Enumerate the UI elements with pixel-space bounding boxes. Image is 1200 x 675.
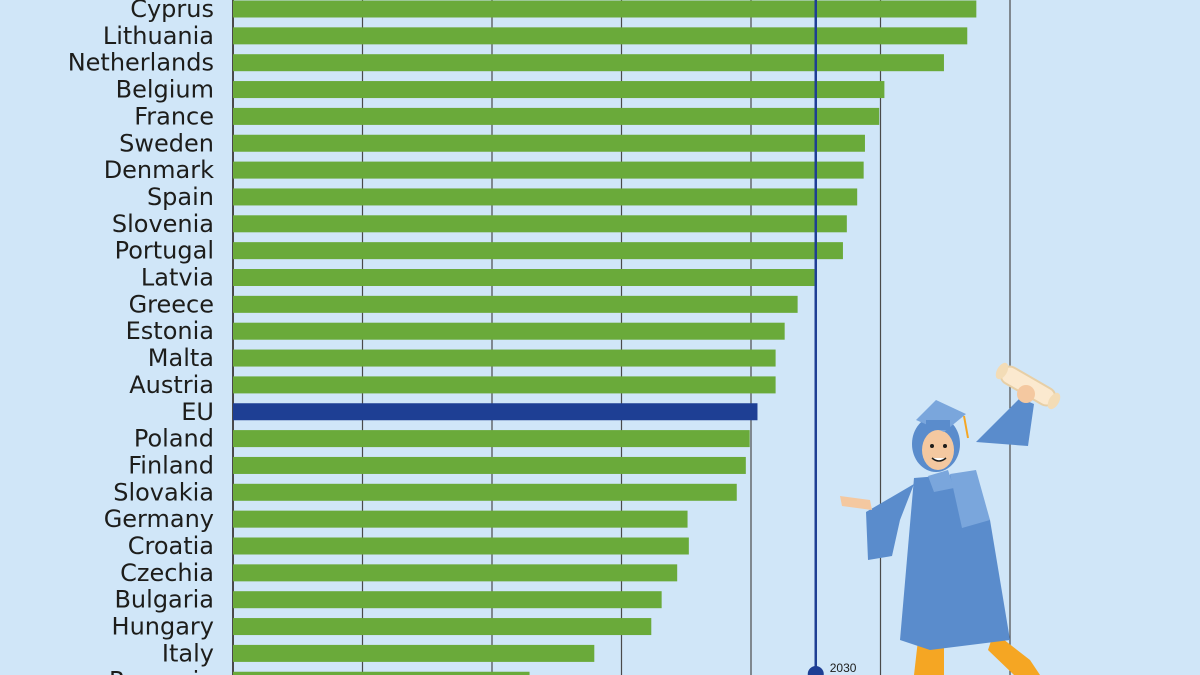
category-label: EU <box>181 398 214 426</box>
raised-arm <box>976 398 1034 446</box>
bar <box>233 269 815 286</box>
target-dot <box>807 666 824 675</box>
category-labels: CyprusLithuaniaNetherlandsBelgiumFranceS… <box>68 0 214 675</box>
bar <box>233 161 864 179</box>
bar <box>233 564 678 582</box>
category-label: Lithuania <box>103 22 214 50</box>
bar <box>233 27 968 45</box>
category-label: Cyprus <box>130 0 214 23</box>
category-label: Portugal <box>115 237 214 265</box>
category-label: Spain <box>147 183 214 211</box>
bar <box>233 134 865 152</box>
category-label: Austria <box>129 371 214 399</box>
graduate-face <box>922 430 954 470</box>
graduate-illustration <box>840 362 1061 675</box>
category-label: Belgium <box>116 76 214 104</box>
bar <box>233 591 662 609</box>
bar <box>233 456 746 474</box>
bar <box>233 295 798 313</box>
bars <box>233 0 977 675</box>
category-label: Czechia <box>120 559 214 587</box>
bar <box>233 215 847 233</box>
bar <box>233 81 885 99</box>
category-label: Italy <box>162 639 214 667</box>
bar <box>233 483 737 501</box>
category-label: Romania <box>109 666 214 675</box>
bar-eu <box>233 403 758 421</box>
category-label: Bulgaria <box>114 586 214 614</box>
category-label: Finland <box>128 451 214 479</box>
target-marker: 2030 <box>807 0 857 675</box>
bar <box>233 107 880 125</box>
bar <box>233 349 776 367</box>
category-label: Netherlands <box>68 49 214 77</box>
category-label: Croatia <box>128 532 214 560</box>
bar <box>233 376 776 394</box>
bar <box>233 0 977 18</box>
outstretched-arm <box>866 484 914 560</box>
category-label: France <box>134 102 214 130</box>
category-label: Poland <box>134 425 214 453</box>
bar <box>233 322 785 340</box>
category-label: Hungary <box>112 613 214 641</box>
target-label: 2030 <box>830 661 857 675</box>
category-label: Estonia <box>126 317 214 345</box>
bar <box>233 618 652 636</box>
bar <box>233 188 858 206</box>
bar <box>233 242 843 260</box>
category-label: Greece <box>129 290 214 318</box>
bar <box>233 537 689 555</box>
category-label: Slovenia <box>112 210 214 238</box>
category-label: Germany <box>104 505 214 533</box>
category-label: Malta <box>148 344 214 372</box>
bar <box>233 430 750 448</box>
bar <box>233 644 595 662</box>
category-label: Sweden <box>119 129 214 157</box>
category-label: Denmark <box>104 156 214 184</box>
category-label: Latvia <box>141 264 214 292</box>
bar <box>233 54 944 72</box>
bar <box>233 671 530 675</box>
bar <box>233 510 688 528</box>
category-label: Slovakia <box>113 478 214 506</box>
